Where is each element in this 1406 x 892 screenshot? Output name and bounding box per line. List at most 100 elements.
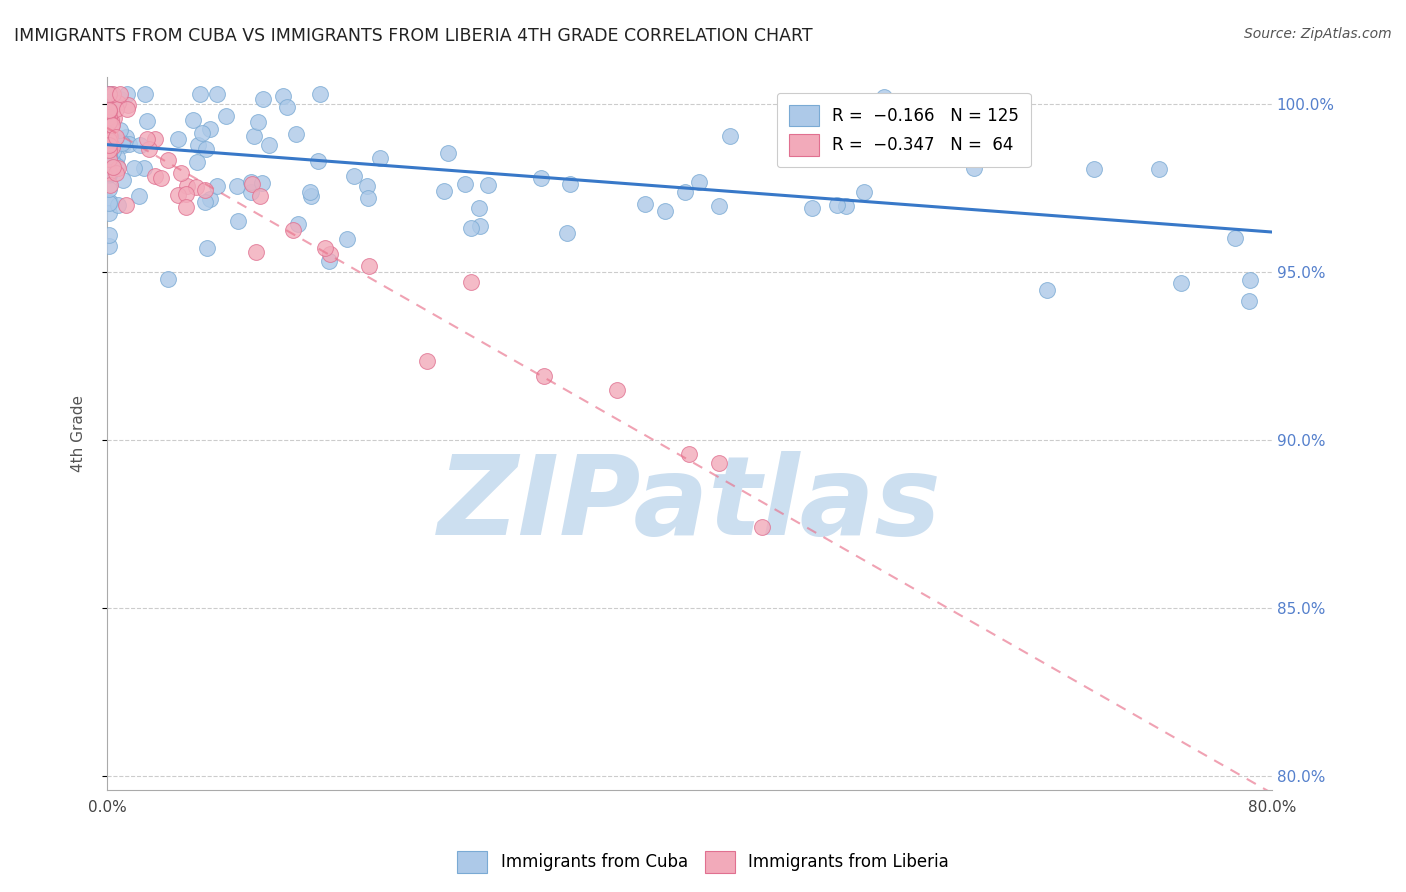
Point [97, 146, 120, 161]
Point [143, 132, 166, 146]
Point [97, 87, 120, 102]
Point [108, 92, 131, 106]
Point [299, 189, 322, 203]
Point [107, 95, 129, 110]
Point [283, 222, 305, 236]
Point [128, 137, 150, 152]
Point [115, 130, 138, 145]
Point [433, 184, 456, 198]
Point [97, 162, 120, 177]
Point [115, 102, 138, 116]
Point [468, 201, 491, 215]
Point [1239, 273, 1261, 287]
Point [101, 160, 124, 174]
Point [181, 113, 204, 128]
Y-axis label: 4th Grade: 4th Grade [72, 395, 86, 472]
Point [98, 196, 121, 211]
Point [135, 131, 157, 145]
Point [307, 154, 329, 169]
Point [100, 87, 122, 102]
Point [606, 383, 628, 397]
Point [143, 169, 166, 184]
Point [98, 150, 121, 164]
Point [468, 219, 491, 234]
Point [114, 197, 136, 211]
Point [97, 182, 120, 196]
Point [245, 244, 267, 259]
Point [416, 354, 439, 368]
Point [1083, 161, 1105, 176]
Point [110, 122, 132, 136]
Point [287, 217, 309, 231]
Point [97, 119, 120, 133]
Point [105, 159, 128, 173]
Point [97, 137, 120, 152]
Point [195, 240, 218, 254]
Point [97, 152, 120, 166]
Point [132, 161, 155, 175]
Point [825, 198, 848, 212]
Point [97, 128, 120, 143]
Point [1036, 283, 1059, 297]
Point [276, 100, 298, 114]
Point [560, 177, 582, 191]
Point [167, 132, 190, 146]
Point [97, 95, 120, 109]
Point [98, 114, 121, 128]
Point [97, 103, 120, 117]
Point [122, 161, 145, 175]
Point [176, 187, 198, 202]
Point [117, 98, 139, 112]
Point [136, 114, 159, 128]
Point [872, 90, 894, 104]
Point [368, 151, 391, 165]
Point [101, 118, 124, 132]
Point [336, 231, 359, 245]
Point [103, 144, 125, 158]
Point [633, 196, 655, 211]
Point [128, 189, 150, 203]
Point [97, 112, 120, 127]
Point [249, 189, 271, 203]
Point [357, 191, 380, 205]
Point [242, 128, 264, 143]
Point [852, 185, 875, 199]
Point [111, 137, 134, 152]
Point [104, 165, 127, 179]
Point [186, 154, 208, 169]
Point [107, 198, 129, 212]
Point [98, 178, 121, 192]
Point [97, 87, 120, 102]
Point [709, 199, 731, 213]
Point [284, 127, 307, 141]
Point [273, 88, 295, 103]
Point [437, 145, 460, 160]
Point [103, 87, 125, 102]
Point [98, 98, 121, 112]
Point [100, 120, 122, 135]
Point [101, 98, 124, 112]
Point [100, 138, 122, 153]
Point [138, 142, 160, 156]
Point [97, 103, 120, 118]
Point [250, 176, 273, 190]
Point [460, 221, 482, 235]
Text: Source: ZipAtlas.com: Source: ZipAtlas.com [1244, 27, 1392, 41]
Point [530, 171, 553, 186]
Point [97, 239, 120, 253]
Point [97, 131, 120, 145]
Point [343, 169, 366, 183]
Point [200, 192, 222, 206]
Point [97, 227, 120, 242]
Point [205, 179, 228, 194]
Point [359, 259, 381, 273]
Point [101, 155, 124, 169]
Point [100, 118, 122, 132]
Point [318, 254, 340, 268]
Point [97, 101, 120, 115]
Point [105, 150, 128, 164]
Point [97, 120, 120, 135]
Point [801, 201, 824, 215]
Point [194, 183, 217, 197]
Point [97, 108, 120, 122]
